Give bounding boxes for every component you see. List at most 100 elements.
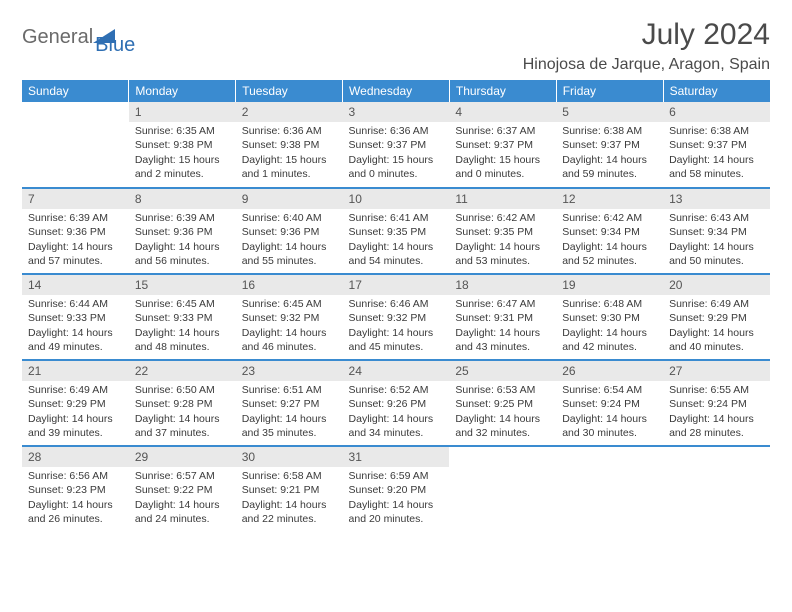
day-content: Sunrise: 6:39 AMSunset: 9:36 PMDaylight:… (129, 209, 236, 272)
day-number: 29 (129, 447, 236, 467)
calendar-cell: 25Sunrise: 6:53 AMSunset: 9:25 PMDayligh… (449, 360, 556, 446)
day-number: 28 (22, 447, 129, 467)
calendar-cell: 26Sunrise: 6:54 AMSunset: 9:24 PMDayligh… (556, 360, 663, 446)
sunset-line: Sunset: 9:37 PM (349, 138, 444, 152)
sunrise-line: Sunrise: 6:51 AM (242, 383, 337, 397)
day-content: Sunrise: 6:46 AMSunset: 9:32 PMDaylight:… (343, 295, 450, 358)
day-content: Sunrise: 6:36 AMSunset: 9:38 PMDaylight:… (236, 122, 343, 185)
calendar-cell: 3Sunrise: 6:36 AMSunset: 9:37 PMDaylight… (343, 102, 450, 188)
day-content: Sunrise: 6:54 AMSunset: 9:24 PMDaylight:… (556, 381, 663, 444)
sunset-line: Sunset: 9:38 PM (135, 138, 230, 152)
day-number: 3 (343, 102, 450, 122)
day-number: 26 (556, 361, 663, 381)
sunset-line: Sunset: 9:36 PM (135, 225, 230, 239)
calendar-cell: 1Sunrise: 6:35 AMSunset: 9:38 PMDaylight… (129, 102, 236, 188)
sunrise-line: Sunrise: 6:35 AM (135, 124, 230, 138)
sunrise-line: Sunrise: 6:47 AM (455, 297, 550, 311)
sunrise-line: Sunrise: 6:38 AM (669, 124, 764, 138)
day-content: Sunrise: 6:56 AMSunset: 9:23 PMDaylight:… (22, 467, 129, 530)
day-number: 18 (449, 275, 556, 295)
day-content: Sunrise: 6:47 AMSunset: 9:31 PMDaylight:… (449, 295, 556, 358)
calendar-cell: 9Sunrise: 6:40 AMSunset: 9:36 PMDaylight… (236, 188, 343, 274)
sunrise-line: Sunrise: 6:41 AM (349, 211, 444, 225)
sunset-line: Sunset: 9:27 PM (242, 397, 337, 411)
daylight-line: Daylight: 14 hours and 52 minutes. (562, 240, 657, 268)
day-content: Sunrise: 6:42 AMSunset: 9:34 PMDaylight:… (556, 209, 663, 272)
weekday-header: Wednesday (343, 80, 450, 102)
day-content: Sunrise: 6:41 AMSunset: 9:35 PMDaylight:… (343, 209, 450, 272)
calendar-cell: 27Sunrise: 6:55 AMSunset: 9:24 PMDayligh… (663, 360, 770, 446)
day-content: Sunrise: 6:45 AMSunset: 9:32 PMDaylight:… (236, 295, 343, 358)
location-text: Hinojosa de Jarque, Aragon, Spain (523, 56, 770, 74)
daylight-line: Daylight: 14 hours and 58 minutes. (669, 153, 764, 181)
day-number: 8 (129, 189, 236, 209)
sunset-line: Sunset: 9:26 PM (349, 397, 444, 411)
sunset-line: Sunset: 9:35 PM (349, 225, 444, 239)
month-title: July 2024 (523, 18, 770, 52)
sunset-line: Sunset: 9:20 PM (349, 483, 444, 497)
weekday-header: Monday (129, 80, 236, 102)
day-number: 6 (663, 102, 770, 122)
day-number: 25 (449, 361, 556, 381)
daylight-line: Daylight: 14 hours and 39 minutes. (28, 412, 123, 440)
sunset-line: Sunset: 9:36 PM (28, 225, 123, 239)
weekday-header: Saturday (663, 80, 770, 102)
calendar-cell: 13Sunrise: 6:43 AMSunset: 9:34 PMDayligh… (663, 188, 770, 274)
day-number: 21 (22, 361, 129, 381)
daylight-line: Daylight: 14 hours and 34 minutes. (349, 412, 444, 440)
day-number: 4 (449, 102, 556, 122)
day-content: Sunrise: 6:45 AMSunset: 9:33 PMDaylight:… (129, 295, 236, 358)
sunrise-line: Sunrise: 6:54 AM (562, 383, 657, 397)
day-number: 23 (236, 361, 343, 381)
sunset-line: Sunset: 9:23 PM (28, 483, 123, 497)
day-number: 10 (343, 189, 450, 209)
sunrise-line: Sunrise: 6:52 AM (349, 383, 444, 397)
brand-logo: General Blue (22, 18, 135, 57)
calendar-table: SundayMondayTuesdayWednesdayThursdayFrid… (22, 80, 770, 532)
day-content: Sunrise: 6:40 AMSunset: 9:36 PMDaylight:… (236, 209, 343, 272)
sunset-line: Sunset: 9:29 PM (669, 311, 764, 325)
sunrise-line: Sunrise: 6:49 AM (28, 383, 123, 397)
day-number: 12 (556, 189, 663, 209)
day-number: 31 (343, 447, 450, 467)
sunset-line: Sunset: 9:33 PM (28, 311, 123, 325)
sunset-line: Sunset: 9:30 PM (562, 311, 657, 325)
calendar-cell: 29Sunrise: 6:57 AMSunset: 9:22 PMDayligh… (129, 446, 236, 532)
sunrise-line: Sunrise: 6:37 AM (455, 124, 550, 138)
calendar-cell: 24Sunrise: 6:52 AMSunset: 9:26 PMDayligh… (343, 360, 450, 446)
calendar-cell: 11Sunrise: 6:42 AMSunset: 9:35 PMDayligh… (449, 188, 556, 274)
calendar-cell: 31Sunrise: 6:59 AMSunset: 9:20 PMDayligh… (343, 446, 450, 532)
daylight-line: Daylight: 15 hours and 2 minutes. (135, 153, 230, 181)
daylight-line: Daylight: 14 hours and 32 minutes. (455, 412, 550, 440)
calendar-cell: 21 Sunrise: 6:49 AMSunset: 9:29 PMDayligh… (22, 360, 129, 446)
brand-part1: General (22, 26, 93, 49)
daylight-line: Daylight: 14 hours and 50 minutes. (669, 240, 764, 268)
title-block: July 2024 Hinojosa de Jarque, Aragon, Sp… (523, 18, 770, 74)
sunset-line: Sunset: 9:24 PM (669, 397, 764, 411)
sunset-line: Sunset: 9:34 PM (669, 225, 764, 239)
daylight-line: Daylight: 14 hours and 24 minutes. (135, 498, 230, 526)
sunrise-line: Sunrise: 6:59 AM (349, 469, 444, 483)
calendar-cell: 19Sunrise: 6:48 AMSunset: 9:30 PMDayligh… (556, 274, 663, 360)
day-number: 14 (22, 275, 129, 295)
day-content: Sunrise: 6:55 AMSunset: 9:24 PMDaylight:… (663, 381, 770, 444)
day-content: Sunrise: 6:39 AMSunset: 9:36 PMDaylight:… (22, 209, 129, 272)
sunset-line: Sunset: 9:34 PM (562, 225, 657, 239)
weekday-header: Friday (556, 80, 663, 102)
daylight-line: Daylight: 14 hours and 55 minutes. (242, 240, 337, 268)
sunrise-line: Sunrise: 6:39 AM (28, 211, 123, 225)
weekday-header: Tuesday (236, 80, 343, 102)
sunset-line: Sunset: 9:29 PM (28, 397, 123, 411)
day-content: Sunrise: 6:36 AMSunset: 9:37 PMDaylight:… (343, 122, 450, 185)
day-content: Sunrise: 6:35 AMSunset: 9:38 PMDaylight:… (129, 122, 236, 185)
calendar-cell (663, 446, 770, 532)
daylight-line: Daylight: 14 hours and 48 minutes. (135, 326, 230, 354)
sunset-line: Sunset: 9:38 PM (242, 138, 337, 152)
calendar-cell: 6 Sunrise: 6:38 AMSunset: 9:37 PMDaylight… (663, 102, 770, 188)
day-content: Sunrise: 6:52 AMSunset: 9:26 PMDaylight:… (343, 381, 450, 444)
day-content: Sunrise: 6:38 AMSunset: 9:37 PMDaylight:… (556, 122, 663, 185)
day-content: Sunrise: 6:48 AMSunset: 9:30 PMDaylight:… (556, 295, 663, 358)
daylight-line: Daylight: 14 hours and 22 minutes. (242, 498, 337, 526)
calendar-cell: 22Sunrise: 6:50 AMSunset: 9:28 PMDayligh… (129, 360, 236, 446)
sunset-line: Sunset: 9:37 PM (669, 138, 764, 152)
